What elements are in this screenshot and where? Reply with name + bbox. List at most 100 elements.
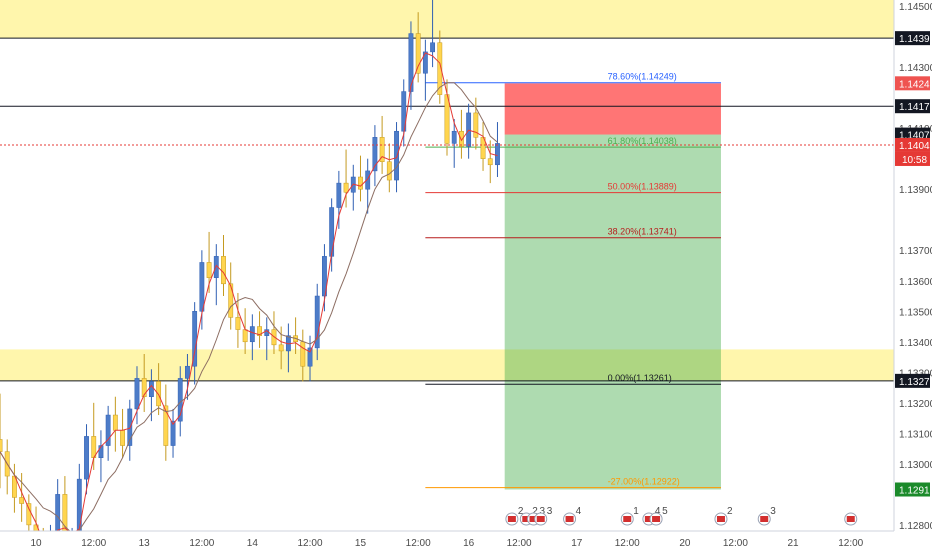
candle[interactable] [300,341,306,367]
candle[interactable] [55,494,61,535]
candle[interactable] [163,405,169,446]
time-axis-label: 15 [355,538,367,549]
price-axis-tick-label: 1.14300 [899,63,932,74]
time-axis-label: 14 [247,538,259,549]
candle[interactable] [358,176,363,190]
level-price-tag: 1.14172 [899,102,932,113]
moving-average-fast [0,52,498,546]
candle[interactable] [199,262,205,312]
candle[interactable] [98,445,104,459]
time-axis-background [0,531,932,550]
candle[interactable] [394,130,399,181]
event-flag-icon [529,516,538,522]
candle[interactable] [257,326,262,336]
price-tag-bg [895,76,930,91]
candle[interactable] [170,420,176,446]
candle[interactable] [177,378,183,422]
time-axis-label: 12:00 [723,538,748,549]
candle[interactable] [444,94,450,144]
candle[interactable] [437,42,443,95]
candle[interactable] [322,256,327,297]
time-axis-label: 21 [788,538,800,549]
candle[interactable] [206,262,212,278]
candle[interactable] [242,329,248,343]
time-axis-label: 12:00 [189,538,214,549]
event-count-label: 3 [770,506,776,517]
price-axis-tick-label: 1.13500 [899,307,932,318]
candle[interactable] [84,436,89,480]
candle[interactable] [221,256,226,285]
candle[interactable] [249,326,255,343]
event-count-label: 1 [633,506,639,517]
fib-level-label: 38.20%(1.13741) [608,227,677,237]
candle[interactable] [422,51,428,74]
level-price-tag-bg [895,99,930,114]
price-tag: 1.14079 [899,131,932,142]
candle[interactable] [372,137,378,172]
price-axis-tick-label: 1.13900 [899,185,932,196]
candle[interactable] [365,170,371,190]
price-axis-tick-label: 1.14500 [899,2,932,13]
candle[interactable] [228,283,234,318]
event-flag-icon [522,516,531,522]
candle[interactable] [336,182,342,208]
countdown-bg [895,151,930,166]
candle[interactable] [0,439,3,452]
position-stop-loss-area[interactable] [504,83,721,135]
fib-level-label: 61.80%(1.14038) [608,136,677,146]
candle[interactable] [278,344,284,352]
candle[interactable] [120,430,125,446]
time-axis-label: 12:00 [81,538,106,549]
candle[interactable] [156,381,162,407]
countdown-label: 10:58 [902,155,927,166]
lower-zone [0,349,894,381]
time-axis-label: 16 [463,538,475,549]
candle[interactable] [185,365,190,379]
candle[interactable] [379,137,385,162]
candle[interactable] [134,378,140,410]
event-flag-icon [716,516,725,522]
candle[interactable] [473,112,479,138]
candle[interactable] [307,347,313,367]
candle[interactable] [148,381,154,397]
candle[interactable] [19,497,25,504]
price-axis-background [894,0,932,550]
time-axis-label: 12:00 [838,538,863,549]
event-flag-icon [846,516,855,522]
candle[interactable] [343,182,349,193]
position-take-profit-area[interactable] [504,134,721,490]
price-axis-tick-label: 1.13100 [899,429,932,440]
candle[interactable] [430,42,435,53]
candle[interactable] [408,33,414,92]
candle[interactable] [415,33,421,74]
event-flag-icon [536,516,545,522]
candle[interactable] [487,158,493,166]
candle[interactable] [451,130,457,144]
event-count-label: 2 [518,506,524,517]
candle[interactable] [314,295,320,349]
event-flag-icon [565,516,574,522]
candle[interactable] [141,378,147,397]
time-axis-label: 20 [679,538,691,549]
upper-zone [0,0,894,39]
level-price-tag: 1.14395 [899,34,932,45]
event-flag-icon [623,516,632,522]
candle[interactable] [26,503,32,526]
candle[interactable] [495,143,500,166]
price-tag-bg [895,482,930,497]
candle[interactable] [105,414,111,446]
candle[interactable] [459,130,464,147]
event-count-label: 4 [655,506,661,517]
candle[interactable] [329,207,335,257]
level-price-tag-bg [895,373,930,388]
candle[interactable] [235,317,241,330]
candle[interactable] [112,414,118,431]
candle[interactable] [386,161,392,181]
event-count-label: 2 [532,506,538,517]
candle[interactable] [62,494,68,555]
time-axis-label: 10 [30,538,42,549]
price-axis-tick-label: 1.13400 [899,338,932,349]
price-axis-tick-label: 1.13600 [899,277,932,288]
